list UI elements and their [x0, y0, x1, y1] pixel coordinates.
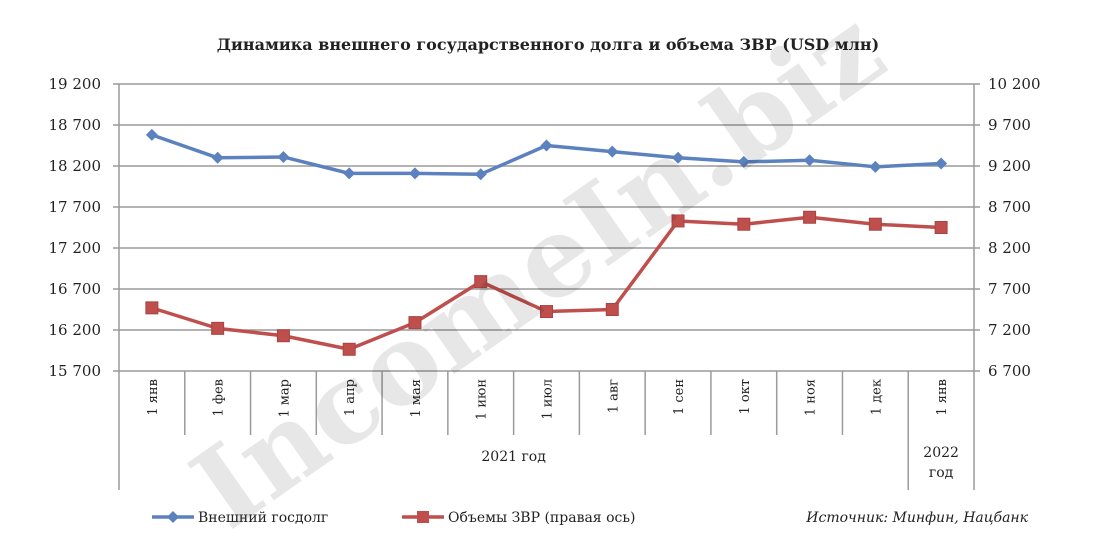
data-point [342, 342, 356, 356]
x-group-label: 2022 [923, 445, 959, 461]
y-right-tick-label: 7 700 [988, 280, 1031, 298]
source-note: Источник: Минфин, Нацбанк [805, 510, 1028, 526]
legend: Внешний госдолг Объемы ЗВР (правая ось) [152, 510, 635, 526]
x-tick-label: 1 сен [672, 379, 687, 415]
y-left-tick-label: 18 200 [49, 157, 102, 175]
data-point [606, 145, 619, 158]
y-left-tick-label: 18 700 [49, 116, 102, 134]
y-left-tick-label: 17 200 [49, 239, 102, 257]
data-point [935, 157, 948, 170]
data-point [803, 154, 816, 167]
data-point [540, 305, 553, 319]
series-layer [145, 128, 948, 356]
data-point [672, 151, 685, 164]
x-tick-label: 1 мая [409, 379, 424, 417]
data-point [276, 329, 290, 343]
x-group-label: 2021 год [481, 449, 546, 465]
y-right-tick-label: 10 200 [988, 75, 1041, 93]
y-left-tick-label: 16 700 [49, 280, 102, 298]
data-point [408, 167, 421, 180]
legend-marker [417, 511, 429, 523]
data-point [211, 151, 224, 164]
x-tick-label: 1 янв [146, 379, 161, 416]
data-point [145, 301, 159, 315]
axes: 15 700 6 700 16 200 7 200 16 700 7 700 17 200 8… [49, 75, 1041, 490]
data-point [474, 275, 488, 289]
legend-label: Объемы ЗВР (правая ось) [448, 510, 635, 526]
data-point [540, 139, 553, 152]
x-tick-label: 1 фев [212, 379, 227, 417]
x-tick-label: 1 июн [475, 379, 490, 420]
y-left-tick-label: 16 200 [49, 321, 102, 339]
x-group-label: год [929, 465, 954, 481]
x-tick-label: 1 апр [343, 379, 358, 416]
legend-label: Внешний госдолг [198, 510, 328, 526]
data-point [145, 128, 158, 141]
y-left-tick-label: 19 200 [49, 75, 102, 93]
data-point [737, 155, 750, 168]
legend-marker [167, 511, 179, 523]
data-point [408, 316, 422, 330]
y-right-tick-label: 9 200 [988, 157, 1031, 175]
x-tick-label: 1 янв [935, 379, 950, 416]
data-point [869, 160, 882, 173]
x-tick-label: 1 дек [869, 379, 884, 415]
data-point [343, 167, 356, 180]
gridlines [113, 83, 980, 372]
data-point [605, 303, 619, 316]
y-left-tick-label: 15 700 [49, 362, 102, 380]
x-tick-label: 1 авг [606, 379, 621, 413]
y-right-tick-label: 6 700 [988, 362, 1031, 380]
y-left-tick-label: 17 700 [49, 198, 102, 216]
y-right-tick-label: 7 200 [988, 321, 1031, 339]
data-point [934, 221, 948, 234]
data-point [737, 217, 751, 231]
x-tick-label: 1 мар [277, 379, 292, 418]
y-right-tick-label: 8 700 [988, 198, 1031, 216]
data-point [211, 321, 225, 335]
x-tick-label: 1 ноя [804, 379, 819, 416]
chart-title: Динамика внешнего государственного долга… [217, 35, 879, 54]
x-tick-label: 1 окт [738, 379, 753, 415]
data-point [803, 210, 817, 224]
y-right-tick-label: 8 200 [988, 239, 1031, 257]
y-right-tick-label: 9 700 [988, 116, 1031, 134]
data-point [474, 168, 487, 181]
data-point [671, 214, 685, 228]
data-point [868, 217, 882, 231]
data-point [277, 150, 290, 163]
watermark: IncomeIn.biz [170, 0, 907, 553]
x-tick-label: 1 июл [541, 379, 556, 420]
